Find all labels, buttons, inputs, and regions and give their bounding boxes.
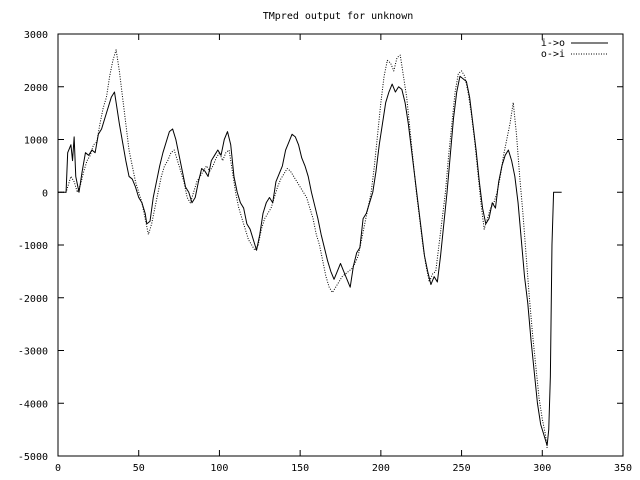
x-tick-label: 300 — [533, 463, 551, 474]
y-tick-label: -4000 — [18, 399, 48, 410]
x-tick-label: 150 — [291, 463, 309, 474]
y-tick-labels: 3000 2000 1000 0 -1000 -2000 -3000 -4000 -5000 — [18, 30, 48, 463]
y-tick-label: -2000 — [18, 294, 48, 305]
legend-label-i-o: i->o — [541, 38, 565, 49]
y-tick-label: -3000 — [18, 347, 48, 358]
y-tick-label: 2000 — [24, 83, 48, 94]
series-line-i-o — [58, 75, 562, 446]
y-tick-label: -1000 — [18, 241, 48, 252]
x-tick-labels: 0 50 100 150 200 250 300 350 — [55, 463, 632, 474]
axis-ticks — [57, 33, 624, 457]
y-tick-label: 3000 — [24, 30, 48, 41]
y-tick-label: 0 — [42, 188, 48, 199]
x-tick-label: 0 — [55, 463, 61, 474]
y-tick-label: 1000 — [24, 136, 48, 147]
x-tick-label: 250 — [453, 463, 471, 474]
legend: i->o o->i — [541, 38, 608, 60]
series-layer — [58, 49, 562, 449]
chart-title: TMpred output for unknown — [263, 11, 414, 22]
x-tick-label: 100 — [210, 463, 228, 474]
x-tick-label: 50 — [133, 463, 145, 474]
legend-label-o-i: o->i — [541, 49, 565, 60]
y-tick-label: -5000 — [18, 452, 48, 463]
x-tick-label: 350 — [614, 463, 632, 474]
series-line-o-i — [58, 49, 548, 449]
x-tick-label: 200 — [372, 463, 390, 474]
